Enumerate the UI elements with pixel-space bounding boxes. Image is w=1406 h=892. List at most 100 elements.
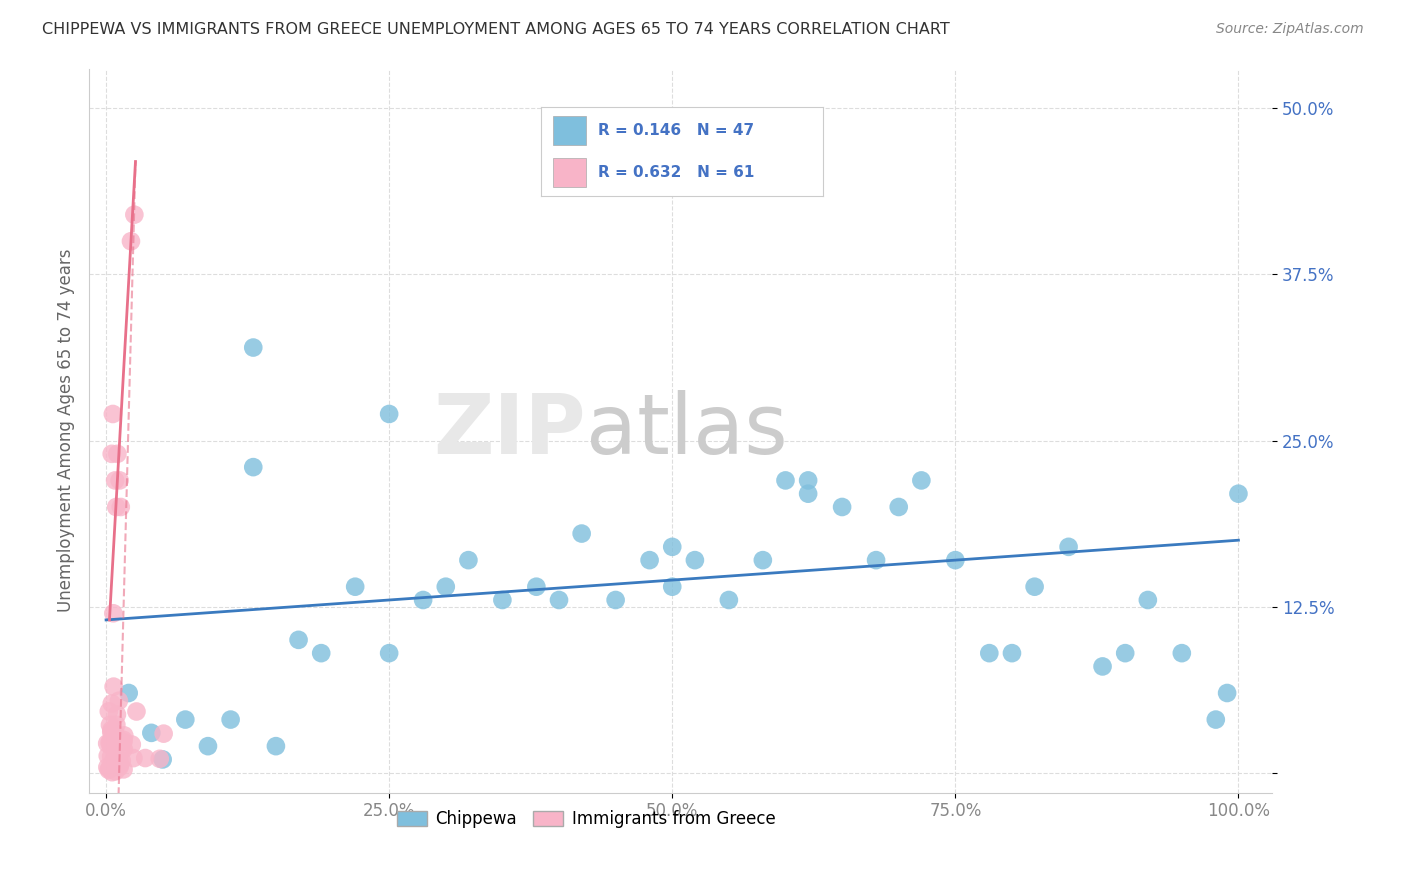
Point bbox=[378, 646, 401, 660]
Point bbox=[717, 593, 740, 607]
Point bbox=[98, 736, 121, 750]
Point bbox=[125, 705, 148, 719]
Point bbox=[491, 593, 513, 607]
Point bbox=[112, 733, 135, 747]
Point bbox=[1114, 646, 1136, 660]
Point bbox=[831, 500, 853, 514]
Point bbox=[638, 553, 661, 567]
Point bbox=[457, 553, 479, 567]
Point bbox=[1001, 646, 1024, 660]
Point bbox=[101, 407, 124, 421]
Point bbox=[264, 739, 287, 753]
Point bbox=[104, 736, 127, 750]
Point bbox=[865, 553, 887, 567]
Point bbox=[110, 500, 132, 514]
Point bbox=[103, 607, 125, 621]
FancyBboxPatch shape bbox=[553, 116, 586, 145]
Point bbox=[797, 486, 820, 500]
Point bbox=[887, 500, 910, 514]
Point bbox=[412, 593, 434, 607]
Point bbox=[112, 735, 135, 749]
Point bbox=[910, 474, 932, 488]
Point bbox=[103, 729, 125, 743]
Point bbox=[97, 704, 120, 718]
Point bbox=[605, 593, 627, 607]
FancyBboxPatch shape bbox=[553, 158, 586, 187]
Point bbox=[943, 553, 966, 567]
Y-axis label: Unemployment Among Ages 65 to 74 years: Unemployment Among Ages 65 to 74 years bbox=[58, 249, 75, 612]
Point bbox=[1024, 580, 1046, 594]
Point bbox=[108, 474, 131, 488]
Legend: Chippewa, Immigrants from Greece: Chippewa, Immigrants from Greece bbox=[389, 804, 782, 835]
Point bbox=[548, 593, 571, 607]
Point bbox=[108, 694, 131, 708]
Text: atlas: atlas bbox=[586, 390, 787, 471]
Point bbox=[105, 447, 128, 461]
Point bbox=[141, 726, 163, 740]
Point bbox=[100, 749, 122, 764]
Point bbox=[1171, 646, 1194, 660]
Point bbox=[118, 686, 141, 700]
Point bbox=[111, 741, 134, 756]
Point bbox=[309, 646, 332, 660]
Point bbox=[112, 742, 135, 756]
Point bbox=[108, 754, 131, 768]
Point bbox=[219, 713, 242, 727]
Point bbox=[434, 580, 457, 594]
Point bbox=[121, 738, 143, 752]
Point bbox=[242, 341, 264, 355]
Point bbox=[97, 748, 120, 763]
Point bbox=[287, 632, 309, 647]
Point bbox=[1205, 713, 1227, 727]
Point bbox=[524, 580, 547, 594]
Point bbox=[100, 723, 122, 737]
Point bbox=[797, 474, 820, 488]
Point bbox=[378, 407, 401, 421]
Point bbox=[101, 728, 124, 742]
Point bbox=[96, 736, 118, 750]
Point bbox=[100, 447, 122, 461]
Point bbox=[344, 580, 367, 594]
Point bbox=[103, 680, 125, 694]
Point bbox=[197, 739, 219, 753]
Text: CHIPPEWA VS IMMIGRANTS FROM GREECE UNEMPLOYMENT AMONG AGES 65 TO 74 YEARS CORREL: CHIPPEWA VS IMMIGRANTS FROM GREECE UNEMP… bbox=[42, 22, 950, 37]
Point bbox=[152, 752, 174, 766]
Point bbox=[103, 753, 125, 767]
Text: R = 0.146   N = 47: R = 0.146 N = 47 bbox=[598, 123, 754, 138]
Point bbox=[1227, 486, 1250, 500]
Point bbox=[683, 553, 706, 567]
Point bbox=[775, 474, 797, 488]
Point bbox=[174, 713, 197, 727]
Point bbox=[752, 553, 775, 567]
Point bbox=[108, 758, 131, 772]
Point bbox=[149, 752, 172, 766]
Point bbox=[98, 761, 121, 775]
Text: Source: ZipAtlas.com: Source: ZipAtlas.com bbox=[1216, 22, 1364, 37]
Point bbox=[1216, 686, 1239, 700]
Text: R = 0.632   N = 61: R = 0.632 N = 61 bbox=[598, 165, 754, 180]
Point bbox=[105, 500, 128, 514]
Point bbox=[134, 751, 156, 765]
Point bbox=[100, 734, 122, 748]
Point bbox=[100, 739, 122, 753]
Point bbox=[101, 765, 124, 780]
Point bbox=[97, 763, 120, 777]
Point bbox=[124, 208, 146, 222]
Point bbox=[120, 234, 142, 248]
Point bbox=[104, 747, 127, 762]
Point bbox=[104, 726, 127, 740]
Point bbox=[661, 540, 683, 554]
Text: ZIP: ZIP bbox=[433, 390, 586, 471]
Point bbox=[571, 526, 593, 541]
Point bbox=[112, 763, 135, 777]
Point bbox=[104, 474, 127, 488]
Point bbox=[979, 646, 1001, 660]
Point bbox=[103, 739, 125, 753]
Point bbox=[661, 580, 683, 594]
Point bbox=[104, 764, 127, 779]
Point bbox=[96, 760, 118, 774]
Point bbox=[101, 733, 124, 747]
Point bbox=[112, 728, 135, 742]
Point bbox=[103, 726, 125, 740]
Point bbox=[105, 707, 128, 722]
